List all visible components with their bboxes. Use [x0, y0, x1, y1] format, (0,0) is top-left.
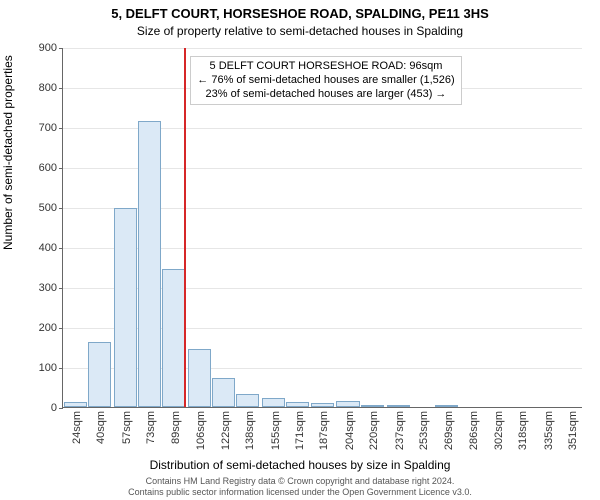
annotation-line: 5 DELFT COURT HORSESHOE ROAD: 96sqm — [197, 60, 454, 74]
x-tick-label: 302sqm — [493, 407, 505, 450]
histogram-bar — [114, 208, 137, 407]
plot-area: 010020030040050060070080090024sqm40sqm57… — [62, 48, 582, 408]
histogram-bar — [88, 342, 111, 407]
annotation-line: ← 76% of semi-detached houses are smalle… — [197, 74, 454, 88]
chart-title-sub: Size of property relative to semi-detach… — [0, 24, 600, 38]
histogram-bar — [262, 398, 285, 407]
x-tick-label: 138sqm — [244, 407, 256, 450]
gridline — [63, 48, 582, 49]
histogram-bar — [138, 121, 161, 407]
y-tick-label: 600 — [39, 162, 63, 174]
y-tick-label: 900 — [39, 42, 63, 54]
x-tick-label: 220sqm — [368, 407, 380, 450]
x-tick-label: 155sqm — [270, 407, 282, 450]
y-tick-label: 200 — [39, 322, 63, 334]
annotation-box: 5 DELFT COURT HORSESHOE ROAD: 96sqm ← 76… — [190, 56, 461, 105]
reference-line — [184, 48, 186, 407]
x-tick-label: 318sqm — [517, 407, 529, 450]
histogram-bar — [212, 378, 235, 407]
footer-line: Contains HM Land Registry data © Crown c… — [0, 476, 600, 486]
x-tick-label: 335sqm — [543, 407, 555, 450]
x-tick-label: 253sqm — [418, 407, 430, 450]
x-tick-label: 351sqm — [567, 407, 579, 450]
x-tick-label: 24sqm — [71, 407, 83, 444]
x-tick-label: 57sqm — [121, 407, 133, 444]
y-tick-label: 300 — [39, 282, 63, 294]
x-tick-label: 73sqm — [145, 407, 157, 444]
x-tick-label: 237sqm — [394, 407, 406, 450]
x-tick-label: 286sqm — [468, 407, 480, 450]
y-tick-label: 400 — [39, 242, 63, 254]
chart-footer: Contains HM Land Registry data © Crown c… — [0, 476, 600, 497]
footer-line: Contains public sector information licen… — [0, 487, 600, 497]
histogram-bar — [162, 269, 185, 407]
x-tick-label: 122sqm — [220, 407, 232, 450]
x-tick-label: 89sqm — [170, 407, 182, 444]
annotation-line: 23% of semi-detached houses are larger (… — [197, 88, 454, 102]
y-tick-label: 700 — [39, 122, 63, 134]
y-axis-label: Number of semi-detached properties — [1, 55, 15, 250]
x-tick-label: 40sqm — [95, 407, 107, 444]
y-tick-label: 500 — [39, 202, 63, 214]
x-tick-label: 204sqm — [344, 407, 356, 450]
histogram-bar — [188, 349, 211, 407]
x-axis-label: Distribution of semi-detached houses by … — [0, 458, 600, 472]
histogram-chart: 5, DELFT COURT, HORSESHOE ROAD, SPALDING… — [0, 0, 600, 500]
chart-title-main: 5, DELFT COURT, HORSESHOE ROAD, SPALDING… — [0, 6, 600, 21]
x-tick-label: 187sqm — [318, 407, 330, 450]
histogram-bar — [236, 394, 259, 407]
y-tick-label: 100 — [39, 362, 63, 374]
x-tick-label: 106sqm — [195, 407, 207, 450]
x-tick-label: 269sqm — [443, 407, 455, 450]
y-tick-label: 0 — [51, 402, 63, 414]
y-tick-label: 800 — [39, 82, 63, 94]
x-tick-label: 171sqm — [294, 407, 306, 450]
